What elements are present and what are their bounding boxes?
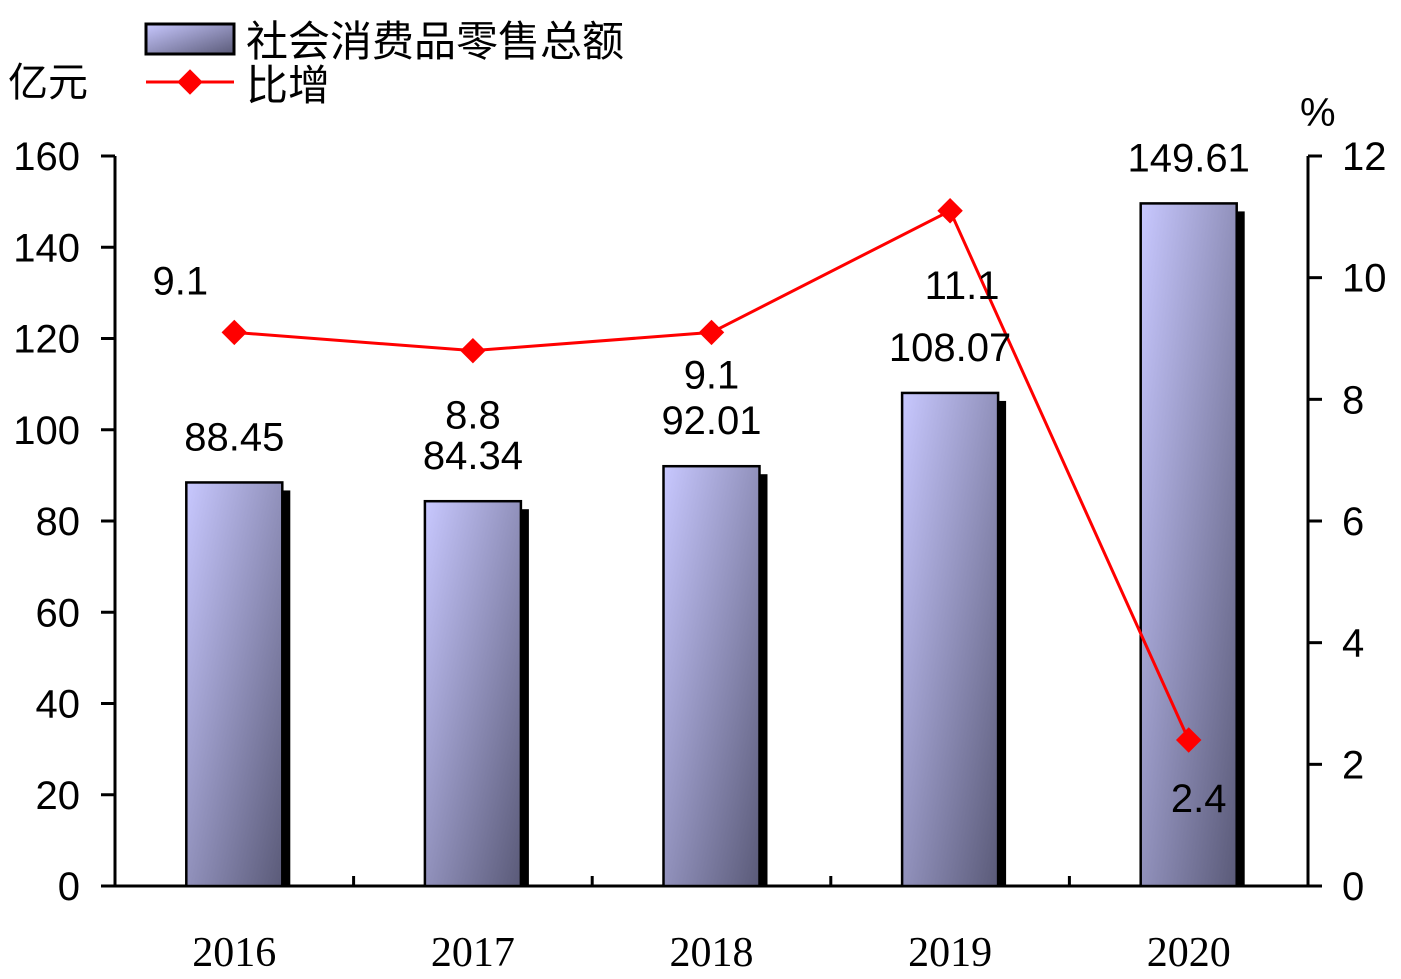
left-tick-label: 160 (13, 135, 80, 179)
x-tick-label: 2017 (431, 930, 515, 976)
line-marker (460, 337, 486, 364)
bar (662, 464, 761, 888)
right-tick-label: 10 (1342, 257, 1387, 301)
line-marker (221, 319, 248, 346)
bar (185, 481, 284, 888)
line-value-label: 11.1 (925, 264, 1000, 308)
bar-data-labels: 88.45 84.34 92.01 108.07 149.61 (184, 136, 1250, 478)
x-tick-label: 2016 (192, 930, 276, 976)
bar (900, 391, 1000, 888)
left-tick-label: 100 (13, 409, 80, 453)
line-marker (698, 319, 725, 346)
bar-value-label: 84.34 (423, 434, 523, 478)
left-axis-unit: 亿元 (8, 60, 88, 106)
legend-line-marker (177, 69, 203, 95)
bar-value-label: 88.45 (184, 415, 284, 459)
left-tick-label: 40 (36, 683, 81, 727)
left-tick-label: 140 (13, 226, 80, 270)
x-tick-label: 2020 (1147, 930, 1231, 976)
right-tick-label: 4 (1342, 622, 1364, 666)
left-tick-label: 20 (36, 774, 81, 818)
left-axis-ticks: 0 20 40 60 80 100 120 140 160 (13, 135, 115, 909)
legend: 社会消费品零售总额 比增 (144, 17, 624, 110)
left-tick-label: 120 (13, 318, 80, 362)
line-data-labels: 9.1 8.8 9.1 11.1 2.4 (152, 259, 1226, 821)
right-tick-label: 0 (1342, 865, 1364, 909)
right-axis-ticks: 0 2 4 6 8 10 12 (1308, 135, 1387, 909)
legend-line-label: 比增 (246, 61, 330, 110)
legend-bar-label: 社会消费品零售总额 (246, 17, 624, 66)
left-tick-label: 80 (36, 500, 81, 544)
right-axis-unit: % (1300, 91, 1336, 135)
x-tick-label: 2019 (908, 930, 992, 976)
right-tick-label: 12 (1342, 135, 1387, 179)
left-tick-label: 0 (58, 865, 80, 909)
right-tick-label: 8 (1342, 378, 1364, 422)
right-tick-label: 2 (1342, 743, 1364, 787)
line-value-label: 2.4 (1171, 777, 1227, 821)
legend-bar-swatch (144, 22, 236, 56)
right-tick-label: 6 (1342, 500, 1364, 544)
left-tick-label: 60 (36, 591, 81, 635)
line-marker (937, 198, 963, 224)
bar-value-label: 149.61 (1128, 136, 1250, 180)
line-value-label: 9.1 (152, 259, 208, 303)
bar (1139, 202, 1238, 888)
line-value-label: 8.8 (445, 394, 501, 438)
x-axis-ticks: 2016 2017 2018 2019 2020 (113, 876, 1310, 976)
x-tick-label: 2018 (670, 930, 754, 976)
bar (423, 499, 523, 888)
bar-series (185, 202, 1245, 888)
bar-value-label: 92.01 (661, 399, 761, 443)
line-series (221, 198, 1202, 753)
line-value-label: 9.1 (684, 353, 740, 397)
bar-value-label: 108.07 (889, 326, 1011, 370)
